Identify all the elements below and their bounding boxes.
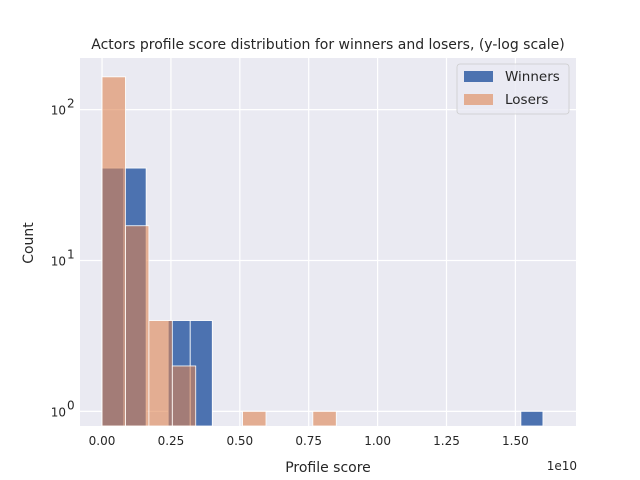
bar-losers: [171, 365, 197, 427]
x-tick-label: 0.00: [89, 434, 116, 448]
x-tick-label: 0.50: [226, 434, 253, 448]
x-tick-label: 0.75: [295, 434, 322, 448]
legend-swatch-winners: [464, 71, 493, 82]
y-tick-label: 10: [51, 104, 66, 118]
legend: Winners Losers: [456, 63, 570, 115]
bar-losers: [148, 320, 173, 427]
y-tick-exponent: 0: [67, 398, 75, 412]
series-losers: [101, 76, 337, 427]
y-tick-label: 10: [51, 405, 66, 419]
x-tick-label: 1.50: [502, 434, 529, 448]
chart-title: Actors profile score distribution for wi…: [91, 37, 564, 53]
x-axis-offset-text: 1e10: [547, 459, 577, 473]
x-tick-label: 0.25: [158, 434, 185, 448]
legend-label-losers: Losers: [505, 92, 548, 108]
x-axis-label: Profile score: [285, 460, 371, 476]
x-tick-label: 1.00: [364, 434, 391, 448]
bar-losers: [312, 410, 337, 427]
y-tick-label: 10: [51, 255, 66, 269]
bars: [101, 76, 544, 427]
bar-losers: [125, 225, 150, 427]
x-tick-label: 1.25: [433, 434, 460, 448]
bar-winners: [520, 410, 544, 427]
y-tick-exponent: 2: [67, 97, 75, 111]
legend-swatch-losers: [464, 94, 493, 105]
y-tick-exponent: 1: [67, 248, 75, 262]
bar-losers: [242, 410, 267, 427]
legend-label-winners: Winners: [505, 69, 560, 85]
y-axis-label: Count: [21, 222, 37, 264]
x-axis-ticks: 0.00 0.25 0.50 0.75 1.00 1.25 1.50: [89, 434, 529, 448]
bar-losers: [101, 76, 126, 427]
